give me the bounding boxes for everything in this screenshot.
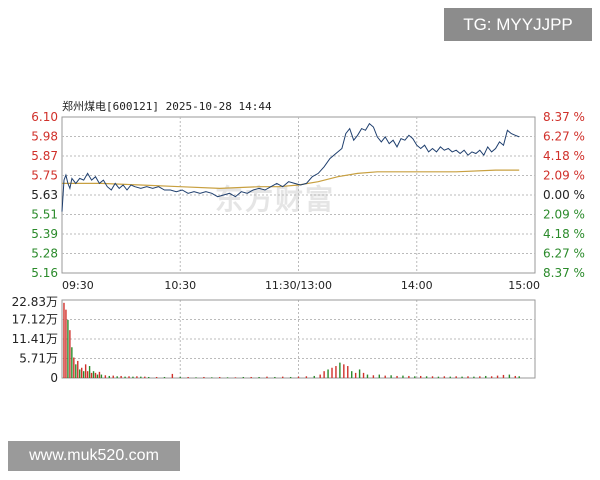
right-tick-label: 2.09 % — [543, 208, 585, 222]
right-tick-label: 4.18 % — [543, 149, 585, 163]
right-tick-label: 8.37 % — [543, 266, 585, 280]
time-tick-label: 14:00 — [401, 279, 433, 292]
right-tick-label: 6.27 % — [543, 247, 585, 261]
chart-grid — [61, 116, 536, 379]
time-tick-label: 10:30 — [164, 279, 196, 292]
left-tick-label: 5.39 — [31, 227, 58, 241]
time-tick-label: 09:30 — [62, 279, 94, 292]
left-price-axis: 6.10 5.98 5.87 5.75 5.63 5.51 5.39 5.28 5.16 — [31, 110, 58, 280]
brand-watermark: 东方财富 — [215, 183, 336, 216]
left-tick-label: 5.28 — [31, 247, 58, 261]
left-tick-label: 5.75 — [31, 169, 58, 183]
time-tick-label: 11:30/13:00 — [265, 279, 332, 292]
volume-tick-label: 11.41万 — [12, 332, 58, 346]
left-tick-label: 5.98 — [31, 130, 58, 144]
chart-title: 郑州煤电[600121] 2025-10-28 14:44 — [62, 100, 272, 113]
time-tick-label: 15:00 — [508, 279, 540, 292]
left-tick-label: 6.10 — [31, 110, 58, 124]
right-percent-axis: 8.37 % 6.27 % 4.18 % 2.09 % 0.00 % 2.09 % 4.18… — [543, 110, 585, 280]
price-line — [61, 122, 520, 212]
time-axis: 09:30 10:30 11:30/13:00 14:00 15:00 — [62, 279, 540, 292]
top-watermark-badge: TG: MYYJJPP — [444, 8, 592, 41]
volume-tick-label: 5.71万 — [19, 352, 58, 366]
right-tick-label: 0.00 % — [543, 188, 585, 202]
right-tick-label: 2.09 % — [543, 169, 585, 183]
volume-tick-label: 17.12万 — [12, 313, 58, 327]
bottom-watermark-badge: www.muk520.com — [8, 441, 180, 471]
volume-tick-label: 0 — [50, 371, 58, 385]
price-series-line — [61, 122, 520, 212]
volume-axis: 22.83万 17.12万 11.41万 5.71万 0 — [12, 295, 58, 385]
volume-bars — [63, 302, 520, 378]
right-tick-label: 8.37 % — [543, 110, 585, 124]
left-tick-label: 5.63 — [31, 188, 58, 202]
average-price-line — [62, 169, 520, 190]
left-tick-label: 5.87 — [31, 149, 58, 163]
volume-tick-label: 22.83万 — [12, 295, 58, 309]
average-series-line — [62, 169, 520, 190]
left-tick-label: 5.16 — [31, 266, 58, 280]
right-tick-label: 4.18 % — [543, 227, 585, 241]
left-tick-label: 5.51 — [31, 208, 58, 222]
right-tick-label: 6.27 % — [543, 130, 585, 144]
